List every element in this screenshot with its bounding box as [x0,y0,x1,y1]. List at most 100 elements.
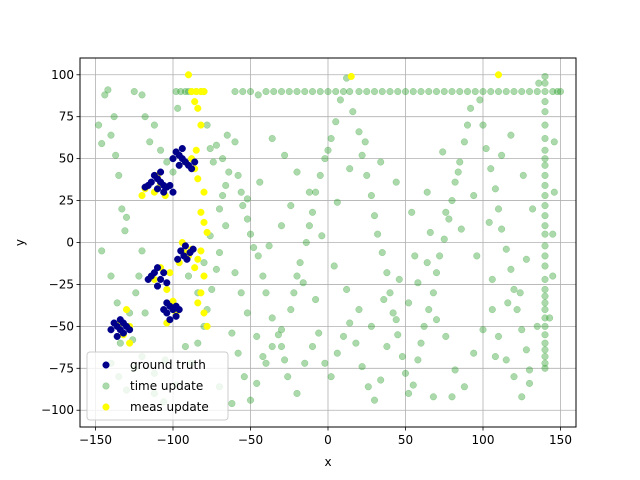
data-point [316,171,324,179]
data-point [203,228,211,236]
data-point [163,158,171,166]
data-point [541,79,549,87]
data-point [293,272,301,280]
data-point [200,188,208,196]
data-point [392,178,400,186]
data-point [281,151,289,159]
axis-ticks: −150 −100 −50 0 50 100 150 −100 −75 −50 −25 0 25 50 75… [41,68,572,447]
data-point [118,205,126,213]
data-point [377,376,385,384]
data-point [287,306,295,314]
data-point [178,145,186,153]
data-point [183,255,191,263]
data-point [487,87,495,96]
data-point [454,168,462,176]
data-point [184,71,193,79]
data-point [445,215,453,223]
data-point [192,146,200,154]
data-point [414,356,422,364]
data-point [488,275,496,283]
y-tick-label: −25 [49,277,74,291]
data-point [346,319,354,327]
data-point [104,86,112,94]
y-tick-label: −100 [41,403,74,417]
data-point [370,396,379,404]
data-point [316,87,324,96]
data-point [361,138,369,146]
data-point [491,353,499,361]
data-point [522,346,530,354]
data-point [141,183,149,191]
data-point [253,379,261,387]
data-point [274,331,282,339]
data-point [456,87,464,96]
data-point [194,339,202,347]
data-point [346,87,354,96]
data-point [321,155,329,163]
data-point [172,87,180,96]
data-point [181,342,189,351]
data-point [470,349,478,357]
data-point [231,87,239,96]
data-point [268,342,276,351]
data-point [284,373,292,381]
data-point [479,326,487,334]
legend: ground truth time update meas update [86,351,229,421]
legend-marker [102,361,110,369]
data-point [504,299,512,307]
data-point [401,87,410,96]
data-point [339,332,348,340]
data-point [386,289,394,297]
legend-entry: meas update [102,400,209,414]
data-point [330,262,338,270]
data-point [383,342,391,351]
legend-marker [102,403,110,411]
data-point [525,366,534,374]
data-point [112,151,120,159]
data-point [479,87,487,96]
data-point [243,195,251,203]
data-point [219,155,227,163]
data-point [494,87,503,96]
data-point [498,151,506,159]
legend-marker [102,382,110,390]
data-point [442,332,450,340]
data-point [312,295,320,304]
data-point [237,188,245,196]
data-point [541,353,549,361]
data-point [518,326,526,334]
data-point [246,87,255,96]
data-point [485,218,493,226]
data-point [355,306,363,314]
data-point [510,87,518,96]
data-point [246,230,255,238]
data-point [423,188,431,196]
data-point [268,134,276,143]
data-point [405,389,413,398]
data-point [332,87,340,96]
data-point [113,299,121,307]
data-point [327,373,335,381]
data-point [533,322,541,330]
data-point [363,171,371,179]
data-point [541,331,549,339]
data-point [378,87,386,96]
data-point [460,383,468,391]
x-tick-label: −50 [238,433,263,447]
data-point [153,282,162,290]
data-point [550,188,558,196]
data-point [367,191,375,200]
data-point [293,389,301,398]
data-point [262,359,270,367]
data-point [541,87,549,96]
data-point [556,87,565,96]
data-point [377,158,385,166]
data-point [301,87,309,96]
data-point [541,314,549,322]
data-point [541,171,549,179]
data-point [194,104,202,112]
data-point [541,212,549,220]
data-point [432,87,441,96]
data-point [541,306,549,314]
data-point [541,191,549,200]
